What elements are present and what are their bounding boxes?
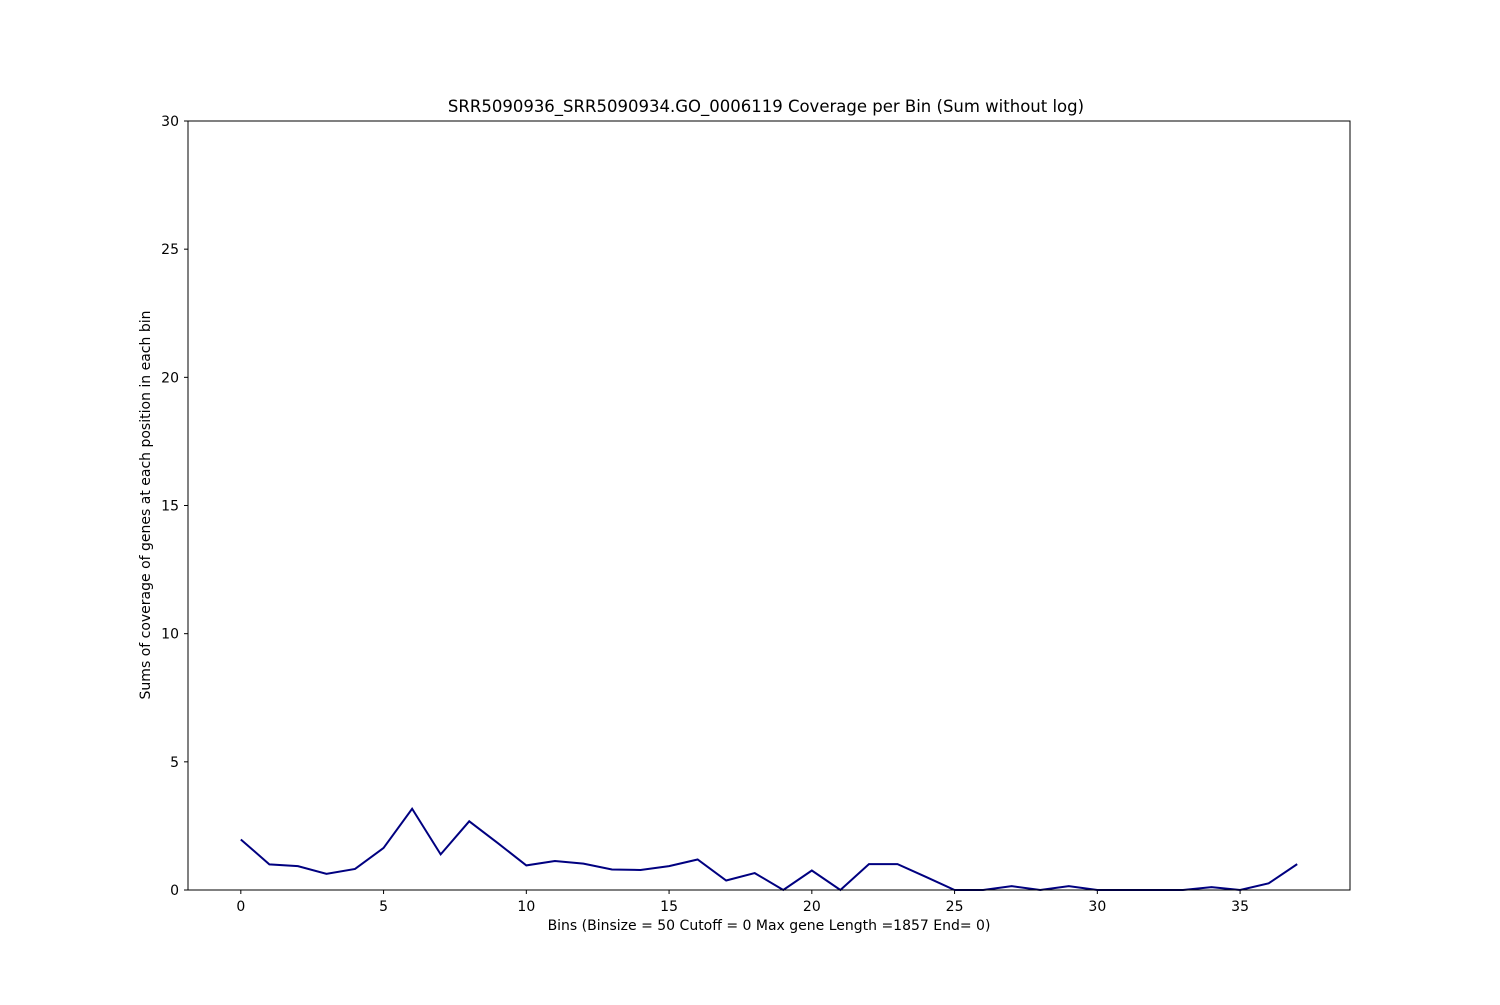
x-tick-label: 35: [1231, 899, 1249, 915]
y-tick-label: 0: [170, 883, 179, 899]
y-axis: 0 5 10 15 20 25 30: [161, 114, 188, 899]
x-axis-label: Bins (Binsize = 50 Cutoff = 0 Max gene L…: [548, 918, 991, 934]
y-axis-label: Sums of coverage of genes at each positi…: [138, 311, 154, 700]
x-axis: 0 5 10 15 20 25 30 35: [236, 890, 1249, 915]
plot-area: [188, 121, 1350, 890]
y-tick-label: 20: [161, 370, 179, 386]
y-tick-label: 10: [161, 627, 179, 643]
x-tick-label: 0: [236, 899, 245, 915]
plot-frame: [187, 120, 1351, 891]
y-tick-label: 25: [161, 242, 179, 258]
x-tick-label: 20: [803, 899, 821, 915]
y-tick-label: 5: [170, 755, 179, 771]
chart-title: SRR5090936_SRR5090934.GO_0006119 Coverag…: [448, 97, 1084, 117]
x-tick-label: 10: [517, 899, 535, 915]
x-tick-label: 30: [1088, 899, 1106, 915]
x-tick-label: 25: [946, 899, 964, 915]
x-tick-label: 15: [660, 899, 678, 915]
x-tick-label: 5: [379, 899, 388, 915]
y-tick-label: 30: [161, 114, 179, 130]
y-tick-label: 15: [161, 499, 179, 515]
